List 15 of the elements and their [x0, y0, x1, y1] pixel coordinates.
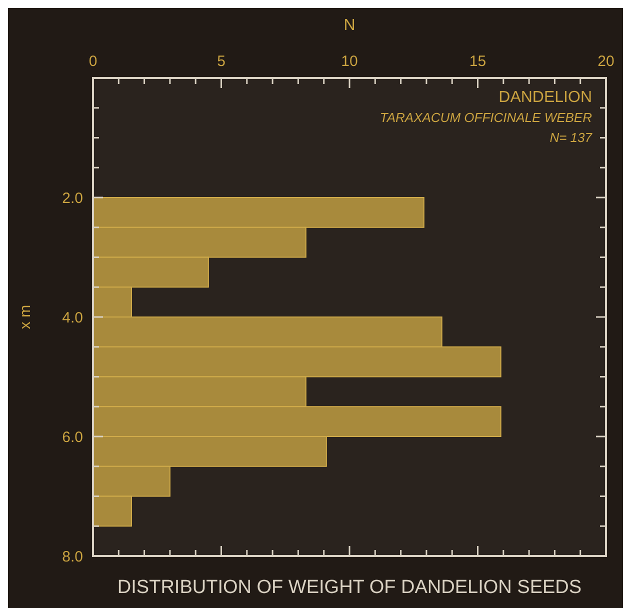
y-tick-label: 2.0 [62, 190, 83, 207]
x-tick-label: 15 [469, 53, 486, 70]
annotation: N= 137 [550, 130, 593, 145]
x-tick-label: 5 [217, 53, 226, 70]
y-tick-label: 8.0 [62, 548, 83, 566]
y-tick-label: 4.0 [62, 309, 83, 326]
text: DISTRIBUTION OF WEIGHT OF DANDELION SEEDS [117, 577, 582, 598]
y-tick-label: 6.0 [62, 428, 83, 446]
annotation: TARAXACUM OFFICINALE WEBER [380, 110, 592, 125]
x-tick-label: 10 [341, 53, 358, 70]
x-tick-label: 20 [598, 53, 614, 70]
annotation: DANDELION [498, 89, 592, 106]
y-axis-title: x m [17, 304, 34, 330]
x-tick-label: 0 [88, 53, 98, 70]
x-axis-title: N [344, 17, 356, 34]
